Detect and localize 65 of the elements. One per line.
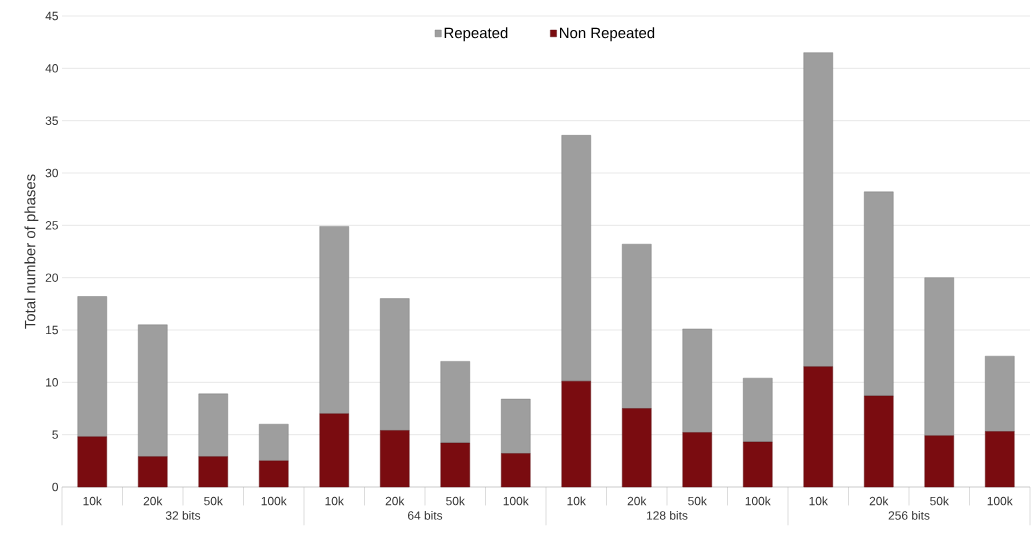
text: 32 bits [165, 510, 201, 520]
bar [682, 328, 712, 433]
bar [622, 408, 652, 488]
bar [319, 413, 349, 488]
bar [682, 432, 712, 488]
bar [440, 361, 470, 444]
bar [440, 442, 470, 488]
y-tick-label: 40 [45, 64, 59, 73]
text: 256 bits [888, 510, 930, 520]
bar [561, 135, 591, 382]
bar [622, 243, 652, 409]
x-tick-label: 20k [869, 496, 889, 506]
bar [864, 395, 894, 488]
bar [501, 453, 531, 488]
y-tick-label: 25 [45, 221, 58, 230]
x-tick-label: 100k [503, 496, 529, 506]
x-tick-label: 10k [83, 496, 102, 506]
bar [259, 424, 289, 462]
bar [319, 226, 349, 414]
bar [864, 191, 894, 397]
bar [77, 296, 107, 437]
x-tick-label: 50k [204, 496, 223, 506]
legend-label: Non Repeated [559, 27, 655, 42]
bar [803, 52, 833, 367]
y-tick-label: 15 [46, 325, 58, 335]
x-tick-label: 100k [261, 496, 287, 506]
bar [803, 366, 833, 488]
bar [259, 460, 289, 488]
bar [138, 324, 168, 457]
bar [380, 298, 410, 431]
x-tick-label: 10k [567, 496, 586, 506]
x-tick-label: 50k [446, 496, 465, 506]
bar [198, 393, 228, 457]
bar [924, 277, 954, 436]
bar [501, 398, 531, 454]
x-tick-label: 20k [143, 496, 163, 506]
bar [198, 456, 228, 488]
x-tick-label: 50k [688, 496, 707, 506]
x-tick-label: 20k [627, 496, 647, 506]
x-tick-label: 20k [385, 496, 405, 506]
bar [743, 377, 773, 443]
bar [743, 441, 773, 488]
bar [138, 456, 168, 488]
x-tick-label: 10k [325, 496, 344, 506]
x-tick-label: 50k [930, 496, 949, 506]
bar [985, 431, 1015, 488]
y-tick-label: 35 [45, 116, 58, 125]
y-tick-label: 5 [52, 430, 58, 439]
bar [985, 355, 1015, 432]
y-tick-label: 45 [45, 11, 58, 21]
legend-label: Repeated [444, 27, 508, 42]
x-tick-label: 100k [745, 496, 771, 506]
y-axis-title: Total number of phases [24, 174, 39, 329]
bar [380, 430, 410, 488]
y-tick-label: 10 [46, 378, 59, 387]
y-tick-label: 30 [45, 168, 59, 178]
x-tick-label: 10k [809, 496, 828, 506]
text: 64 bits [408, 510, 443, 520]
bar [77, 436, 107, 488]
y-tick-label: 0 [52, 482, 59, 492]
x-tick-label: 100k [987, 496, 1013, 506]
text: 128 bits [646, 510, 688, 520]
bar [561, 381, 591, 488]
bar [924, 435, 954, 488]
y-tick-label: 20 [45, 273, 59, 282]
